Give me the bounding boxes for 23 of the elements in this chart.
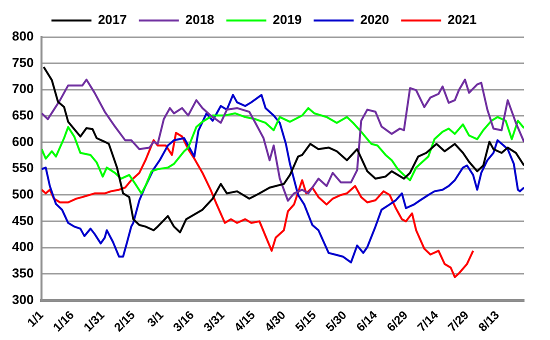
legend-label: 2019 — [272, 12, 302, 28]
y-tick-label: 450 — [12, 212, 34, 228]
x-tick-label: 5/30 — [322, 308, 350, 334]
y-tick-label: 400 — [12, 239, 34, 254]
y-tick-label: 750 — [12, 54, 34, 70]
legend-label: 2018 — [185, 12, 214, 28]
legend-label: 2021 — [448, 12, 477, 28]
x-tick-label: 6/29 — [384, 308, 411, 334]
y-tick-label: 500 — [12, 186, 34, 202]
x-tick-label: 7/29 — [445, 308, 472, 334]
x-tick-label: 3/31 — [200, 308, 228, 334]
y-tick-label: 800 — [12, 28, 34, 44]
y-tick-label: 700 — [12, 81, 34, 96]
legend-label: 2020 — [360, 12, 390, 28]
y-tick-label: 300 — [12, 292, 34, 307]
y-tick-label: 650 — [12, 108, 34, 123]
legend-label: 2017 — [98, 12, 127, 28]
y-tick-label: 350 — [12, 266, 34, 281]
y-tick-label: 550 — [12, 160, 34, 176]
x-tick-label: 1/1 — [24, 308, 46, 330]
x-tick-label: 4/30 — [262, 308, 289, 334]
x-tick-label: 3/1 — [144, 308, 166, 330]
y-tick-label: 600 — [12, 134, 34, 149]
